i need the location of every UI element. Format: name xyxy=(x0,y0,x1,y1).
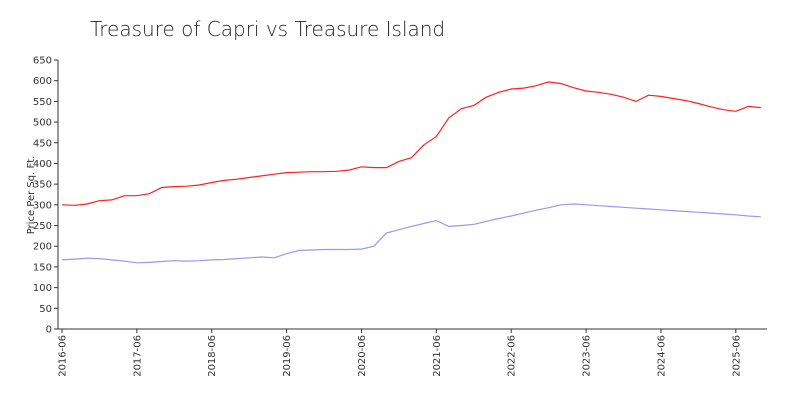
y-tick-label: 150 xyxy=(33,262,52,273)
series-line xyxy=(61,81,761,206)
y-axis-label: Price Per Sq. Ft. xyxy=(26,156,37,235)
x-tick-label: 2018-06 xyxy=(207,335,218,377)
x-tick-label: 2023-06 xyxy=(582,335,593,377)
y-tick-label: 450 xyxy=(33,138,52,149)
series-line xyxy=(61,203,761,264)
x-tick-label: 2016-06 xyxy=(58,335,69,377)
y-tick-label: 350 xyxy=(33,180,52,191)
x-tick-label: 2022-06 xyxy=(507,335,518,377)
x-tick-label: 2019-06 xyxy=(282,335,293,377)
y-tick-label: 250 xyxy=(33,221,52,232)
y-tick-label: 0 xyxy=(46,325,52,336)
y-tick-label: 100 xyxy=(33,283,52,294)
y-tick-label: 50 xyxy=(39,304,52,315)
y-tick-label: 550 xyxy=(33,97,52,108)
chart-title: Treasure of Capri vs Treasure Island xyxy=(90,17,445,41)
x-tick-label: 2017-06 xyxy=(132,335,143,377)
y-tick-label: 400 xyxy=(33,159,52,170)
y-tick-label: 600 xyxy=(33,76,52,87)
y-tick-label: 200 xyxy=(33,242,52,253)
x-tick-label: 2020-06 xyxy=(357,335,368,377)
x-tick-label: 2025-06 xyxy=(731,335,742,377)
y-tick-label: 650 xyxy=(33,56,52,67)
x-tick-label: 2024-06 xyxy=(656,335,667,377)
y-tick-label: 300 xyxy=(33,200,52,211)
x-tick-label: 2021-06 xyxy=(432,335,443,377)
y-tick-label: 500 xyxy=(33,118,52,129)
